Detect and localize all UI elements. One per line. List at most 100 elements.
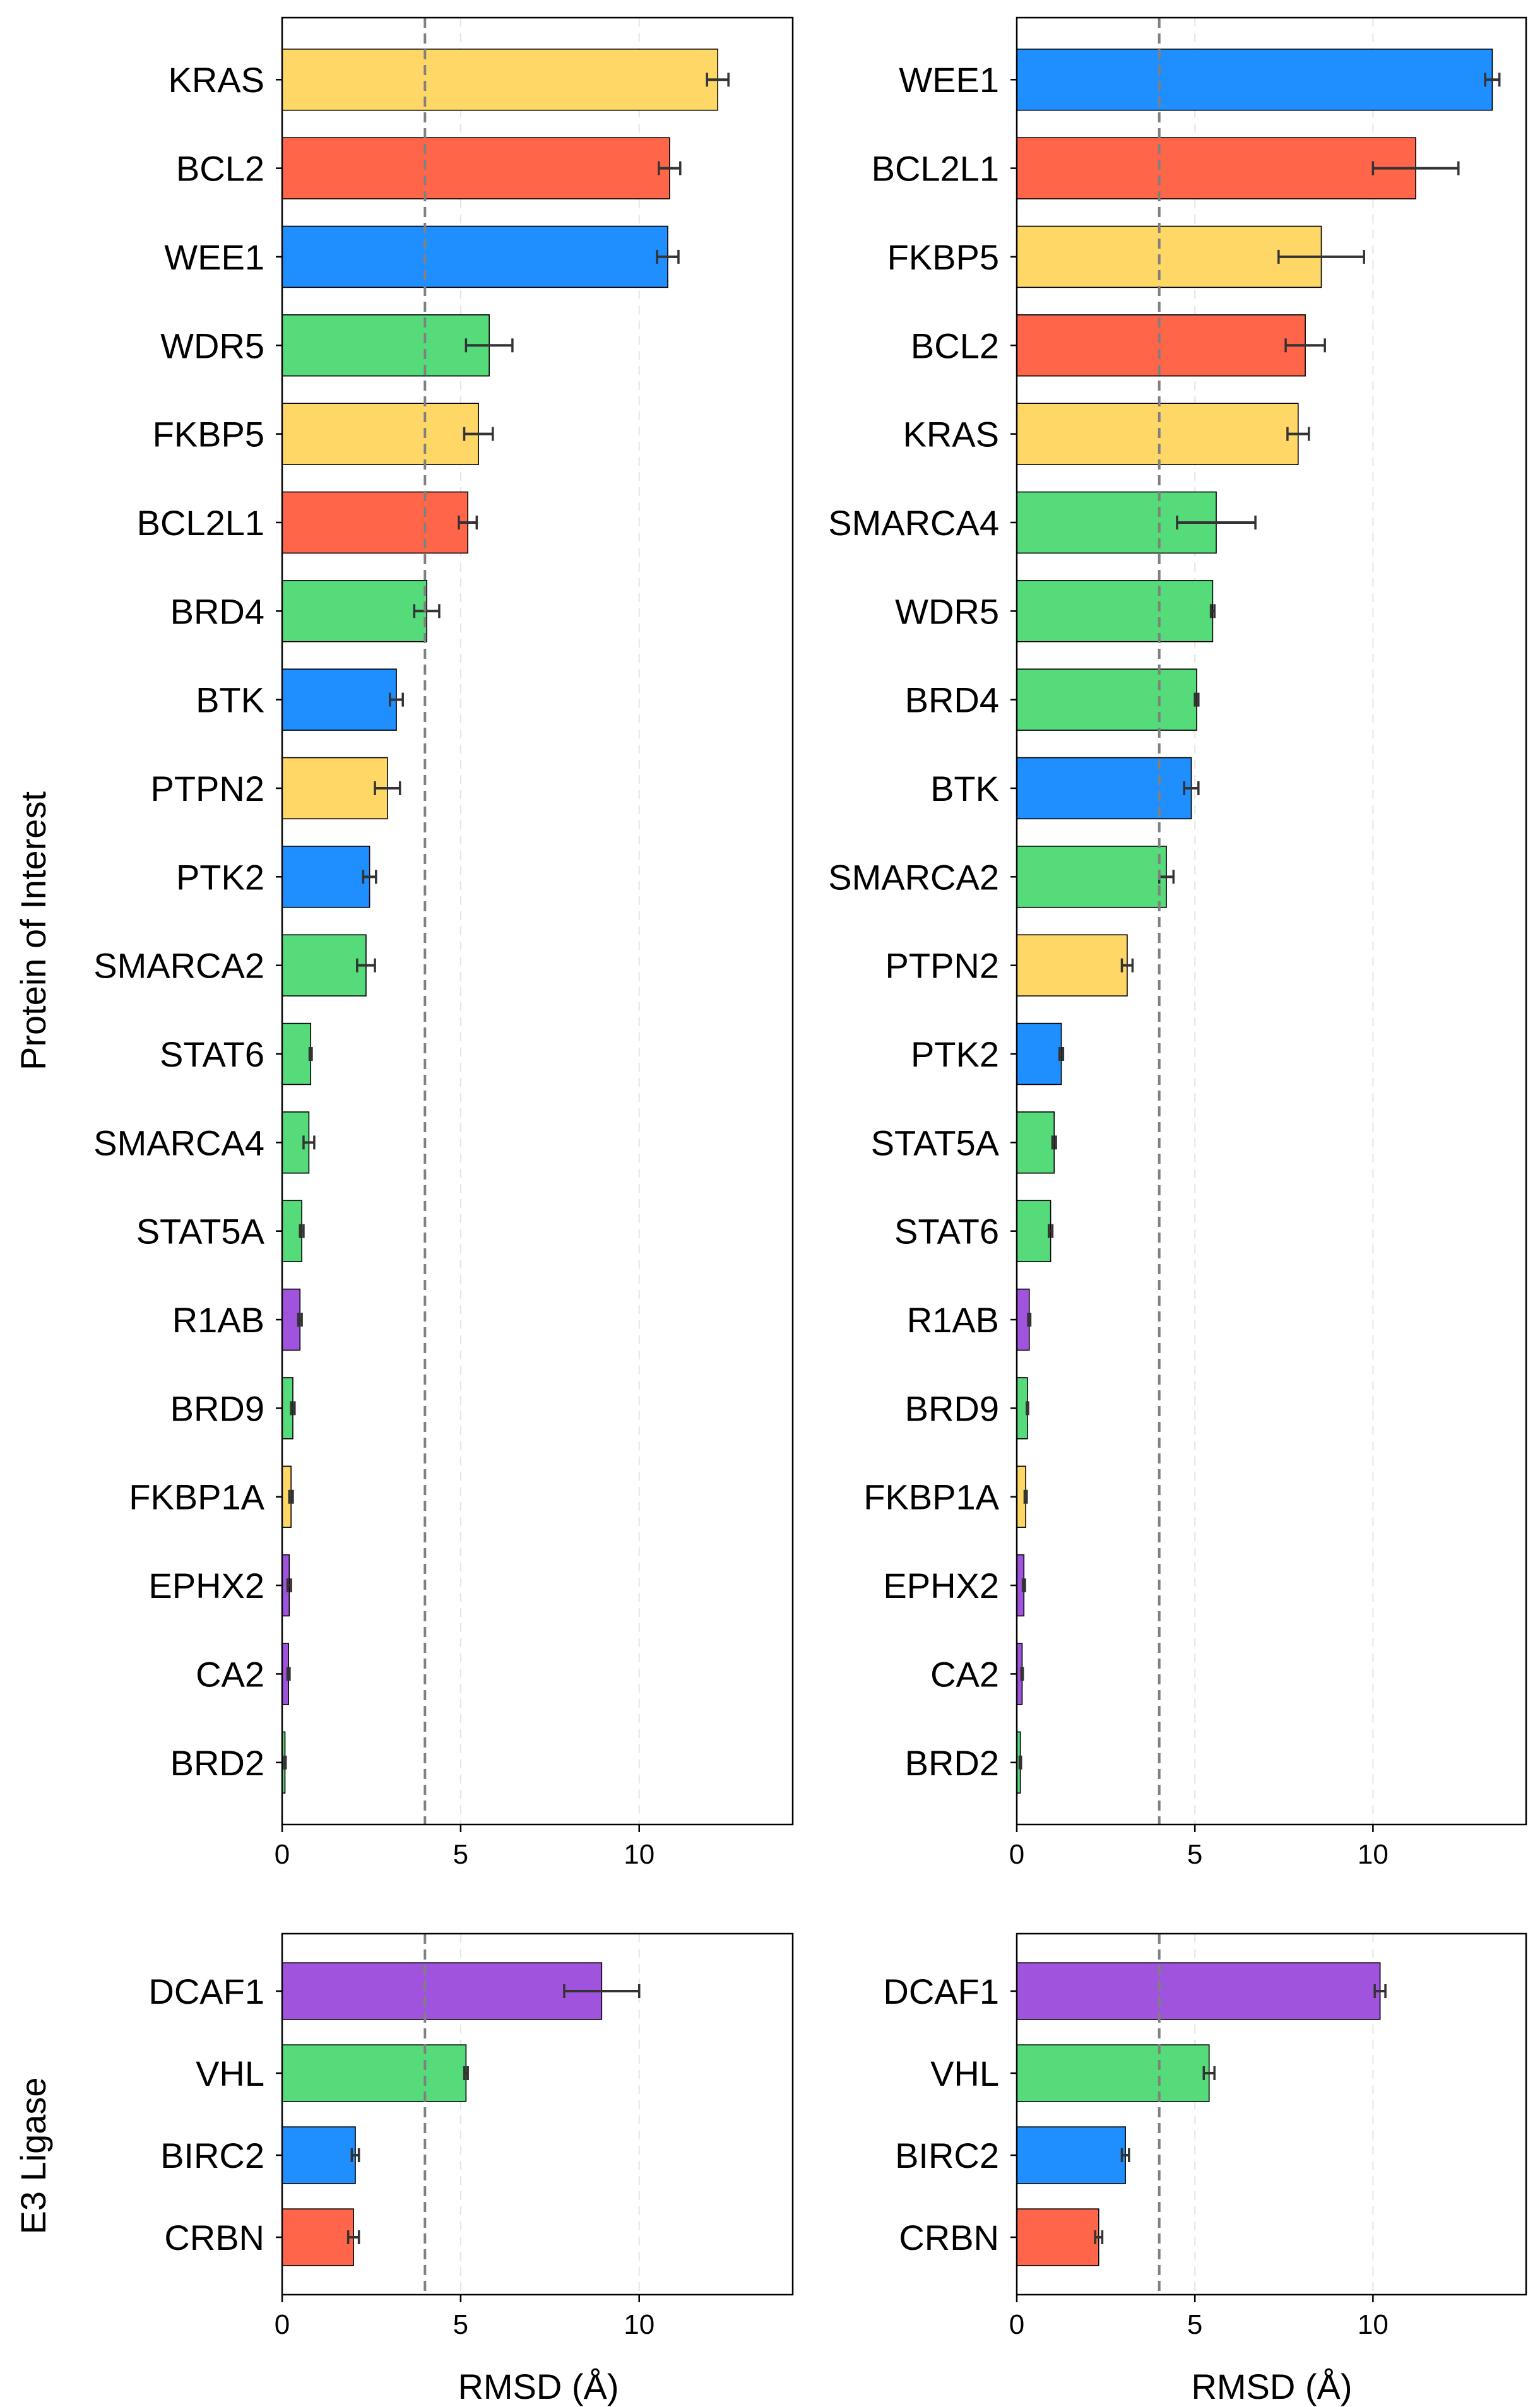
errorbar-btk	[389, 692, 404, 707]
category-label: R1AB	[172, 1300, 264, 1340]
errorbar-brd4	[1194, 692, 1200, 707]
bar-brd4	[1016, 668, 1197, 731]
bar-birc2	[281, 2126, 356, 2184]
bar-bcl2l1	[281, 491, 468, 554]
category-label: PTK2	[911, 1034, 999, 1074]
bar-ptk2	[281, 846, 370, 908]
errorbar-birc2	[1120, 2148, 1130, 2162]
xtick-label: 5	[453, 1839, 468, 1870]
bar-btk	[281, 668, 397, 731]
category-label: BRD9	[170, 1388, 264, 1428]
xlabel-right: RMSD (Å)	[1191, 2367, 1352, 2406]
category-label: WEE1	[899, 60, 999, 100]
errorbar-r1ab	[297, 1313, 303, 1327]
category-label: CA2	[930, 1654, 999, 1694]
errorbar-wdr5	[465, 338, 514, 353]
bar-wee1	[1016, 49, 1493, 111]
bar-ptk2	[1016, 1022, 1062, 1085]
bar-bcl2	[281, 137, 670, 199]
category-label: WDR5	[895, 591, 999, 631]
category-label: EPHX2	[148, 1566, 264, 1606]
errorbar-dcaf1	[1373, 1984, 1387, 1998]
axes-frame	[1016, 16, 1527, 1826]
xlabel-left: RMSD (Å)	[458, 2367, 619, 2406]
axes-frame	[281, 1932, 794, 2296]
xtick-label: 0	[275, 1839, 290, 1870]
bar-stat6	[281, 1022, 312, 1085]
category-label: EPHX2	[883, 1566, 999, 1606]
bar-kras	[1016, 403, 1299, 465]
bar-kras	[281, 49, 718, 111]
errorbar-kras	[1286, 427, 1310, 441]
errorbar-crbn	[1094, 2230, 1104, 2244]
category-label: BRD2	[905, 1743, 999, 1783]
category-label: STAT5A	[136, 1212, 265, 1251]
bar-brd4	[281, 580, 427, 642]
category-label: STAT6	[894, 1212, 999, 1251]
errorbar-bcl2	[1284, 338, 1326, 353]
category-label: STAT6	[160, 1034, 264, 1074]
category-label: BTK	[930, 769, 999, 808]
xtick-label: 5	[1187, 1839, 1202, 1870]
bar-bcl2l1	[1016, 137, 1416, 199]
errorbar-fkbp1a	[1023, 1489, 1028, 1504]
xtick-label: 10	[1358, 2309, 1389, 2340]
category-label: FKBP1A	[863, 1477, 999, 1517]
category-label: SMARCA4	[828, 503, 999, 543]
errorbar-smarca2	[356, 958, 376, 973]
category-label: SMARCA2	[93, 946, 264, 986]
bar-stat5a	[281, 1200, 302, 1262]
errorbar-bcl2l1	[1371, 161, 1460, 175]
category-label: FKBP5	[887, 237, 999, 277]
bar-birc2	[1016, 2126, 1126, 2184]
xtick-label: 5	[1187, 2309, 1202, 2340]
errorbar-stat6	[1048, 1224, 1054, 1238]
category-label: BRD4	[170, 591, 264, 631]
xtick-label: 10	[624, 2309, 654, 2340]
errorbar-btk	[1183, 781, 1200, 795]
axes-frame	[281, 16, 794, 1826]
bar-fkbp5	[281, 403, 479, 465]
errorbar-brd4	[413, 604, 441, 618]
bar-fkbp5	[1016, 225, 1322, 288]
category-label: STAT5A	[871, 1123, 1000, 1162]
bar-vhl	[281, 2044, 467, 2102]
axes-frame	[1016, 1932, 1527, 2296]
bar-stat6	[1016, 1200, 1051, 1262]
category-label: KRAS	[169, 60, 265, 100]
errorbar-bcl2	[658, 161, 682, 175]
errorbar-bcl2l1	[458, 515, 478, 529]
category-label: BIRC2	[895, 2136, 999, 2175]
bar-ptpn2	[1016, 934, 1128, 997]
xtick-label: 0	[1009, 1839, 1024, 1870]
poi-ylabel: Protein of Interest	[13, 791, 53, 1070]
category-label: BRD4	[905, 680, 999, 720]
category-label: BRD9	[905, 1388, 999, 1428]
category-label: BRD2	[170, 1743, 264, 1783]
errorbar-ptk2	[1058, 1047, 1065, 1062]
bar-wdr5	[1016, 580, 1214, 642]
errorbar-r1ab	[1027, 1313, 1032, 1327]
errorbar-ptk2	[362, 870, 377, 884]
errorbar-crbn	[346, 2230, 360, 2244]
category-label: PTK2	[176, 857, 264, 897]
bar-dcaf1	[281, 1962, 603, 2020]
errorbar-fkbp1a	[288, 1489, 294, 1504]
category-label: PTPN2	[151, 769, 265, 808]
errorbar-dcaf1	[563, 1984, 641, 1998]
xtick-label: 0	[1009, 2309, 1024, 2340]
errorbar-smarca4	[1176, 515, 1257, 529]
errorbar-brd2	[283, 1755, 287, 1770]
bar-vhl	[1016, 2044, 1210, 2102]
category-label: SMARCA2	[828, 857, 999, 897]
errorbar-kras	[706, 73, 730, 87]
panel-e3-left: DCAF1 VHL BIRC2 CRBN 0 5 10	[148, 1932, 794, 2340]
category-label: BTK	[196, 680, 264, 720]
panel-poi-right: WEE1 BCL2L1 FKBP5 BCL2 KRAS SMARCA4 WDR5 BRD4 BT…	[828, 16, 1527, 1870]
category-label: FKBP5	[153, 415, 264, 454]
errorbar-fkbp5	[1277, 249, 1365, 264]
errorbar-stat5a	[299, 1224, 305, 1238]
xtick-label: 5	[453, 2309, 468, 2340]
category-label: BCL2L1	[137, 503, 264, 543]
